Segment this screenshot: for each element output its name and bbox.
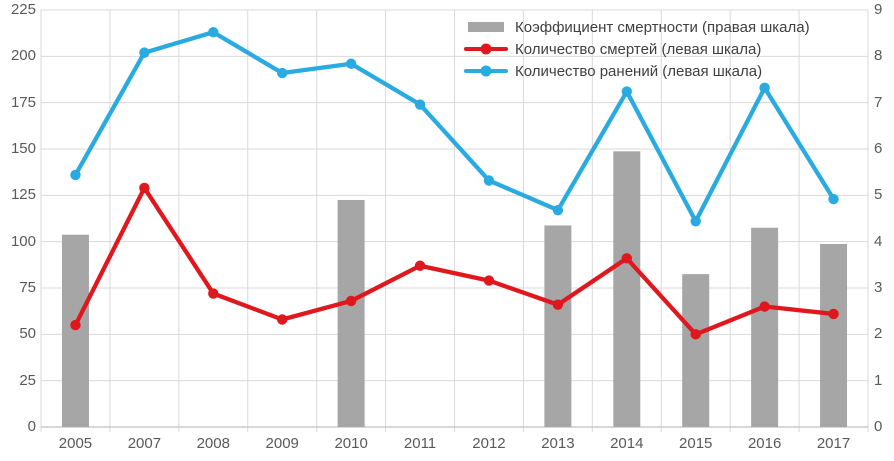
deaths-line-marker-2017	[828, 308, 839, 320]
deaths-line-marker-2011	[414, 260, 426, 271]
right-axis-tick-label: 0	[874, 418, 883, 435]
right-axis-tick-label: 7	[874, 93, 883, 111]
injuries-line-marker-2016	[759, 82, 770, 94]
legend-marker	[464, 43, 508, 55]
x-axis-tick-label: 2011	[403, 435, 437, 452]
deaths-line-marker-2016	[759, 301, 770, 312]
legend-item-mortality-rate: Коэффициент смертности (правая шкала)	[464, 16, 810, 38]
deaths-line-marker-2009	[277, 314, 288, 325]
deaths-line-marker-2008	[208, 288, 219, 299]
left-axis-tick-label: 225	[10, 1, 36, 18]
injuries-line-marker-2013	[552, 204, 564, 216]
bar-2017	[820, 243, 848, 427]
x-axis-tick-label: 2010	[334, 435, 368, 452]
deaths-line-marker-2015	[690, 329, 701, 340]
left-axis-tick-label: 100	[10, 232, 36, 250]
legend-label-mortality-rate: Коэффициент смертности (правая шкала)	[515, 18, 810, 36]
x-axis-tick-label: 2016	[747, 435, 782, 452]
bar-2014	[613, 151, 641, 428]
legend-marker	[464, 22, 508, 32]
injuries-line-marker-2017	[828, 193, 839, 205]
deaths-line-marker-2012	[483, 275, 495, 286]
right-axis-tick-label: 2	[874, 325, 883, 343]
bar-2015	[682, 274, 710, 427]
injuries-line-marker-2011	[414, 99, 426, 110]
deaths-line-marker-2014	[621, 253, 632, 264]
bar-2016	[751, 227, 779, 427]
left-axis-tick-label: 25	[19, 371, 36, 389]
bar-2013	[544, 225, 572, 427]
injuries-line-marker-2012	[483, 175, 495, 186]
blue-line-swatch-icon	[464, 65, 508, 77]
injuries-line-marker-2008	[208, 27, 219, 38]
bar-swatch-icon	[468, 22, 504, 32]
injuries-line-marker-2015	[690, 216, 701, 227]
left-axis-tick-label: 150	[10, 140, 36, 157]
injuries-line-marker-2014	[621, 86, 632, 97]
legend-item-deaths: Количество смертей (левая шкала)	[464, 38, 810, 60]
injuries-line-marker-2010	[345, 58, 357, 69]
x-axis-tick-label: 2008	[196, 435, 230, 452]
left-axis-tick-label: 200	[10, 47, 36, 65]
left-axis-tick-label: 75	[19, 279, 36, 296]
x-axis-tick-label: 2009	[265, 435, 299, 452]
right-axis-tick-label: 3	[874, 279, 883, 296]
blue-dot-icon	[480, 65, 492, 77]
legend-marker	[464, 65, 508, 77]
right-axis-tick-label: 8	[874, 47, 883, 65]
right-axis-tick-label: 1	[874, 371, 883, 389]
legend-label-deaths: Количество смертей (левая шкала)	[515, 40, 762, 58]
legend: Коэффициент смертности (правая шкала) Ко…	[464, 16, 810, 82]
red-line-swatch-icon	[464, 43, 508, 55]
injuries-line-marker-2007	[139, 47, 150, 58]
left-axis-tick-label: 50	[19, 325, 36, 343]
right-axis-tick-label: 5	[874, 186, 883, 204]
x-axis-tick-label: 2017	[816, 435, 851, 452]
x-axis-tick-label: 2015	[679, 435, 713, 452]
x-axis-tick-label: 2012	[472, 435, 506, 452]
right-axis-tick-label: 4	[874, 232, 883, 250]
left-axis-tick-label: 175	[10, 93, 36, 111]
red-dot-icon	[480, 43, 492, 55]
left-axis-tick-label: 0	[27, 418, 36, 435]
right-axis-tick-label: 6	[874, 140, 883, 157]
x-axis-tick-label: 2013	[541, 435, 575, 452]
injuries-line	[73, 30, 836, 224]
x-axis-tick-label: 2005	[58, 435, 93, 452]
bar-2005	[61, 234, 89, 427]
injuries-line-marker-2009	[277, 67, 288, 79]
bar-2010	[337, 199, 365, 427]
deaths-line-marker-2005	[70, 319, 81, 331]
deaths-line-marker-2013	[552, 299, 564, 310]
legend-label-injuries: Количество ранений (левая шкала)	[515, 62, 763, 80]
left-axis-tick-label: 125	[10, 186, 36, 204]
deaths-line	[73, 185, 836, 337]
x-axis-tick-label: 2014	[610, 435, 644, 452]
deaths-line-marker-2010	[345, 295, 357, 307]
injuries-line-marker-2005	[70, 169, 81, 181]
legend-item-injuries: Количество ранений (левая шкала)	[464, 60, 810, 82]
x-axis-tick-label: 2007	[127, 435, 162, 452]
right-axis-tick-label: 9	[874, 1, 883, 18]
deaths-line-marker-2007	[139, 182, 150, 194]
